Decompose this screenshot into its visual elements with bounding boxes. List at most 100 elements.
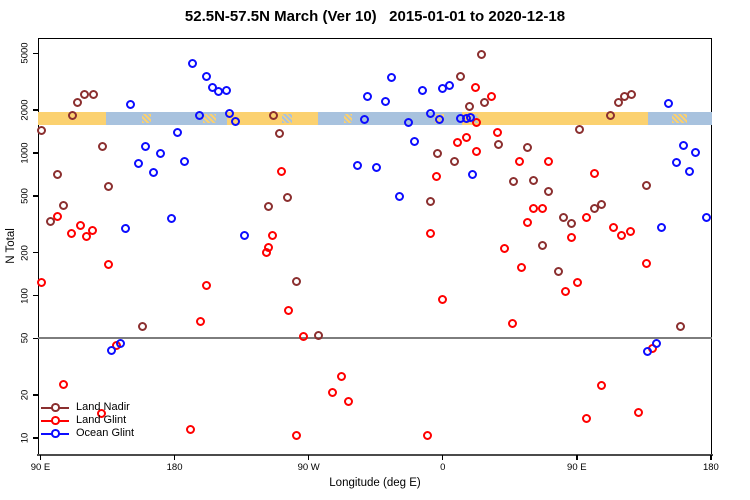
legend-item-land-glint: Land Glint bbox=[41, 414, 134, 427]
data-point-land-glint bbox=[104, 259, 114, 269]
data-point-land-nadir bbox=[275, 128, 285, 138]
surface-strip-patch-land bbox=[672, 114, 688, 123]
surface-strip-patch-land bbox=[344, 114, 352, 123]
surface-strip-patch-land bbox=[202, 114, 217, 123]
y-tick bbox=[33, 394, 38, 396]
data-point-ocean-glint bbox=[394, 192, 404, 202]
x-tick bbox=[39, 455, 42, 460]
data-point-land-glint bbox=[425, 229, 435, 239]
data-point-ocean-glint bbox=[409, 137, 419, 147]
data-point-land-glint bbox=[422, 431, 432, 441]
data-point-land-glint bbox=[336, 371, 346, 381]
y-axis-title: N Total bbox=[5, 228, 17, 264]
data-point-land-glint bbox=[561, 286, 571, 296]
data-point-land-nadir bbox=[291, 277, 301, 287]
data-point-land-glint bbox=[641, 259, 651, 269]
x-tick-label: 180 bbox=[166, 462, 183, 473]
data-point-land-glint bbox=[528, 204, 538, 214]
data-point-land-glint bbox=[625, 227, 635, 237]
x-tick-label: 90 E bbox=[30, 462, 51, 473]
x-tick-label: 90 W bbox=[297, 462, 320, 473]
data-point-ocean-glint bbox=[418, 86, 428, 96]
data-point-land-nadir bbox=[72, 98, 82, 108]
data-point-land-nadir bbox=[263, 202, 273, 212]
data-point-ocean-glint bbox=[372, 163, 382, 173]
data-point-ocean-glint bbox=[360, 115, 370, 125]
data-point-ocean-glint bbox=[679, 140, 689, 150]
data-point-land-glint bbox=[66, 229, 76, 239]
legend-ring-icon bbox=[51, 429, 60, 438]
data-point-ocean-glint bbox=[685, 166, 695, 176]
x-tick-label: 0 bbox=[440, 462, 446, 473]
x-tick-label: 90 E bbox=[567, 462, 587, 473]
surface-strip-patch-land bbox=[555, 114, 567, 123]
y-tick bbox=[33, 294, 38, 297]
surface-strip-patch-land bbox=[141, 114, 151, 123]
y-tick-label: 50 bbox=[19, 333, 31, 344]
chart-title: 52.5N-57.5N March (Ver 10) 2015-01-01 to… bbox=[184, 8, 566, 25]
data-point-land-nadir bbox=[567, 219, 577, 229]
data-point-land-nadir bbox=[89, 90, 99, 100]
data-point-ocean-glint bbox=[230, 117, 240, 127]
data-point-land-nadir bbox=[589, 204, 599, 214]
data-point-ocean-glint bbox=[652, 338, 662, 348]
data-point-land-nadir bbox=[537, 241, 547, 251]
data-point-land-nadir bbox=[676, 322, 686, 332]
y-tick bbox=[33, 52, 38, 55]
data-point-land-glint bbox=[589, 169, 599, 179]
y-tick-label: 100 bbox=[19, 287, 31, 304]
x-tick bbox=[173, 455, 176, 460]
x-axis-title: Longitude (deg E) bbox=[329, 477, 421, 489]
data-point-land-glint bbox=[53, 212, 63, 222]
x-tick-label: 180 bbox=[702, 462, 719, 473]
data-point-ocean-glint bbox=[445, 81, 455, 91]
data-point-land-glint bbox=[609, 223, 619, 233]
data-point-land-glint bbox=[327, 388, 337, 398]
data-point-land-nadir bbox=[554, 267, 564, 277]
data-point-land-glint bbox=[470, 82, 480, 92]
data-point-land-glint bbox=[616, 230, 626, 240]
y-tick-label: 200 bbox=[19, 244, 31, 261]
data-point-land-glint bbox=[567, 233, 577, 243]
data-point-land-nadir bbox=[509, 176, 519, 186]
legend-item-land-nadir: Land Nadir bbox=[41, 401, 134, 414]
data-point-land-glint bbox=[472, 147, 482, 157]
data-point-land-nadir bbox=[455, 72, 465, 82]
data-point-ocean-glint bbox=[133, 158, 143, 168]
legend: Land Nadir Land Glint Ocean Glint bbox=[41, 401, 134, 440]
data-point-land-nadir bbox=[314, 331, 324, 341]
surface-strip-patch-ocean bbox=[281, 114, 293, 123]
data-point-land-nadir bbox=[606, 111, 616, 121]
legend-label: Land Nadir bbox=[76, 401, 130, 413]
data-point-land-nadir bbox=[613, 98, 623, 108]
data-point-land-glint bbox=[472, 118, 482, 128]
x-tick bbox=[576, 455, 578, 460]
data-point-ocean-glint bbox=[352, 161, 362, 171]
data-point-land-glint bbox=[543, 157, 553, 167]
data-point-land-nadir bbox=[46, 217, 56, 227]
data-point-ocean-glint bbox=[656, 223, 666, 233]
data-point-land-glint bbox=[522, 218, 532, 228]
surface-strip-land bbox=[462, 112, 649, 125]
data-point-land-nadir bbox=[494, 140, 504, 150]
data-point-ocean-glint bbox=[381, 97, 391, 107]
data-point-land-glint bbox=[268, 230, 277, 240]
data-point-ocean-glint bbox=[434, 115, 444, 125]
legend-marker bbox=[41, 403, 69, 413]
data-point-land-nadir bbox=[282, 193, 292, 203]
data-point-land-nadir bbox=[59, 201, 69, 211]
data-point-land-glint bbox=[186, 424, 196, 434]
data-point-ocean-glint bbox=[671, 158, 681, 168]
data-point-ocean-glint bbox=[664, 98, 674, 108]
data-point-land-nadir bbox=[37, 125, 47, 135]
legend-ring-icon bbox=[51, 416, 60, 425]
data-point-land-nadir bbox=[558, 213, 568, 223]
data-point-ocean-glint bbox=[425, 109, 435, 119]
y-tick-label: 5000 bbox=[19, 42, 31, 64]
data-point-land-nadir bbox=[80, 90, 90, 100]
x-tick bbox=[442, 455, 444, 460]
data-point-land-glint bbox=[437, 295, 447, 305]
data-point-land-glint bbox=[597, 381, 607, 391]
data-point-land-nadir bbox=[627, 90, 637, 100]
data-point-land-glint bbox=[87, 226, 97, 236]
